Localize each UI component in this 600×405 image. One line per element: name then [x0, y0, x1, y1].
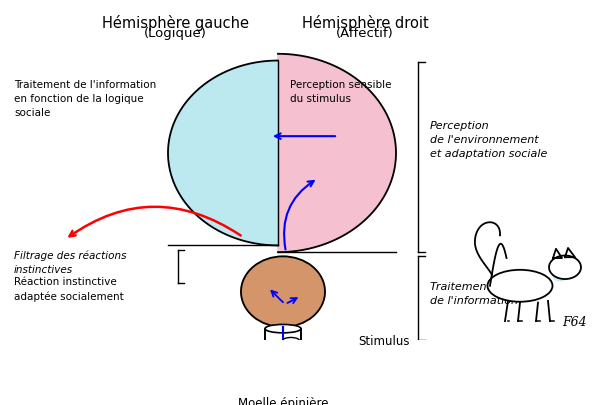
Text: F64: F64 — [563, 316, 587, 330]
Text: Hémisphère droit: Hémisphère droit — [302, 15, 428, 31]
Text: (Logique): (Logique) — [143, 27, 206, 40]
Text: Perception sensible
du stimulus: Perception sensible du stimulus — [290, 80, 392, 104]
Ellipse shape — [265, 324, 301, 333]
Ellipse shape — [265, 379, 301, 388]
Text: Traitement génétique
de l'information: Traitement génétique de l'information — [430, 281, 551, 306]
Text: Filtrage des réactions
instinctives: Filtrage des réactions instinctives — [14, 250, 127, 275]
Text: (Affectif): (Affectif) — [336, 27, 394, 40]
Ellipse shape — [282, 337, 300, 345]
Text: Stimulus: Stimulus — [358, 335, 409, 348]
Text: Hémisphère gauche: Hémisphère gauche — [101, 15, 248, 31]
Ellipse shape — [533, 285, 551, 295]
Text: Traitement de l'information
en fonction de la logique
sociale: Traitement de l'information en fonction … — [14, 80, 156, 118]
Bar — [265, 328, 301, 383]
Ellipse shape — [504, 285, 520, 295]
Polygon shape — [168, 60, 278, 245]
Ellipse shape — [487, 270, 553, 302]
Circle shape — [241, 256, 325, 327]
Text: Perception
de l'environnement
et adaptation sociale: Perception de l'environnement et adaptat… — [430, 122, 547, 159]
Polygon shape — [278, 54, 396, 252]
Ellipse shape — [515, 273, 535, 286]
Text: Moelle épinière: Moelle épinière — [238, 397, 328, 405]
Text: Réaction instinctive
adaptée socialement: Réaction instinctive adaptée socialement — [14, 277, 124, 302]
Ellipse shape — [553, 273, 567, 281]
Ellipse shape — [549, 256, 581, 279]
